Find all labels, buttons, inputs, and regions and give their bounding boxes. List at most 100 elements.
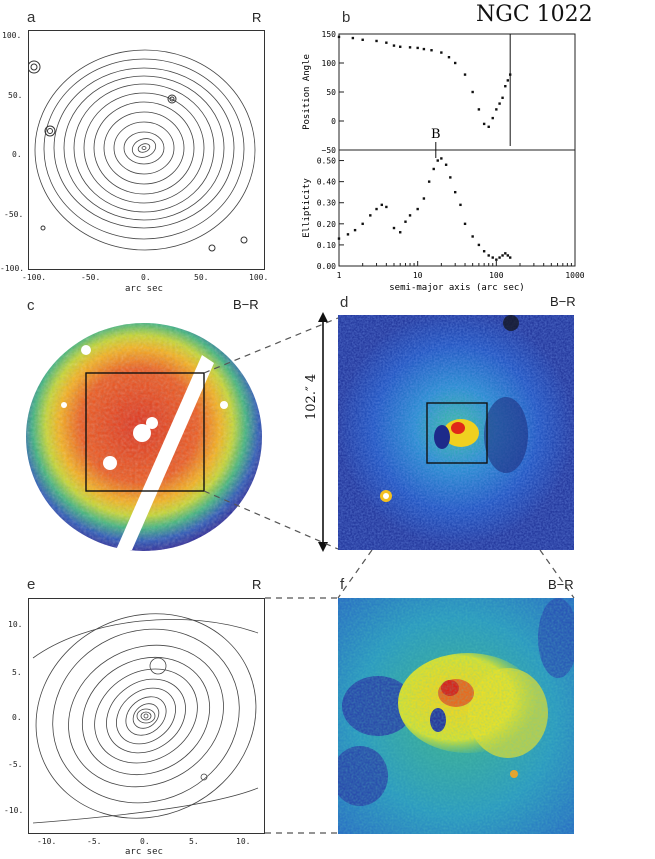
panel-a-xtick: 0. <box>141 273 151 282</box>
ytick-label: 0.20 <box>317 220 336 229</box>
xlabel: semi-major axis (arc sec) <box>389 283 524 293</box>
panel-a-ytick: 50. <box>8 91 23 100</box>
data-point <box>504 252 507 255</box>
ytick-label: 0.40 <box>317 178 336 187</box>
ytick-label: 0.10 <box>317 241 336 250</box>
data-point <box>463 222 467 226</box>
data-point <box>506 79 510 82</box>
data-point <box>501 254 504 257</box>
xtick-label: 10 <box>413 271 423 280</box>
data-point <box>477 108 481 111</box>
data-point <box>471 90 474 94</box>
data-point <box>346 233 350 236</box>
data-point <box>487 254 490 257</box>
panel-e-band: R <box>252 577 262 592</box>
data-point <box>408 214 412 217</box>
bar-annotation: B <box>431 127 441 142</box>
panel-e-letter: e <box>27 576 36 593</box>
data-point <box>506 254 510 257</box>
panel-a-xlabel: arc sec <box>125 284 163 294</box>
panel-b-chart: 150 100 50 0 −50 0.50 0.40 0.30 0.20 0.10 0.001 10 1… <box>302 30 585 293</box>
panel-e-xtick: -5. <box>87 837 102 846</box>
xtick-label: 1 <box>337 271 342 280</box>
data-point <box>353 228 357 232</box>
data-point <box>399 231 402 234</box>
data-point <box>416 46 419 50</box>
data-point <box>508 256 512 259</box>
panel-e-xtick: -10. <box>37 837 57 846</box>
data-point <box>399 45 402 48</box>
data-point <box>422 197 426 200</box>
xtick-label: 100 <box>489 271 504 280</box>
data-point <box>430 49 433 52</box>
ytick-label: −50 <box>322 146 337 155</box>
panel-a-band: R <box>252 10 262 25</box>
data-point <box>369 214 372 217</box>
data-point <box>361 222 364 226</box>
panel-a-contour-plot <box>28 30 265 270</box>
data-point <box>408 46 412 49</box>
data-point <box>491 116 494 120</box>
panel-e-xtick: 10. <box>236 837 251 846</box>
panel-a-xtick: 50. <box>194 273 209 282</box>
data-point <box>491 256 494 259</box>
data-point <box>454 61 457 65</box>
panel-a-ytick: -100. <box>0 264 25 273</box>
panel-c-color-map <box>26 323 262 551</box>
data-point <box>375 207 378 211</box>
data-point <box>444 163 448 166</box>
data-point <box>337 35 341 39</box>
data-point <box>504 85 507 88</box>
data-point <box>427 180 431 183</box>
ytick-label: 0.30 <box>317 199 336 208</box>
data-point <box>482 250 486 253</box>
panel-e-ytick: 0. <box>12 713 22 722</box>
ylabel-ellipticity: Ellipticity <box>302 178 312 238</box>
panel-e-xlabel: arc sec <box>125 847 163 857</box>
panel-a-ytick: 100. <box>2 31 22 40</box>
panel-e-ytick: -5. <box>8 760 23 769</box>
panel-f-letter: f <box>340 576 345 593</box>
data-point <box>392 226 396 230</box>
panel-e-ytick: 5. <box>12 668 22 677</box>
data-point <box>375 39 378 43</box>
data-point <box>477 243 481 247</box>
panel-a-ytick: -50. <box>4 210 24 219</box>
panel-a-letter: a <box>27 9 36 26</box>
data-point <box>501 96 504 99</box>
data-point <box>487 125 490 128</box>
data-point <box>498 256 501 259</box>
ytick-label: 100 <box>322 59 337 68</box>
panel-a-xtick: -100. <box>22 273 47 282</box>
data-point <box>495 108 498 111</box>
ytick-label: 0 <box>331 117 336 126</box>
ytick-label: 0.00 <box>317 262 336 271</box>
data-point <box>404 220 407 223</box>
panel-f-band: B−R <box>548 577 574 592</box>
panel-d-scale-bar <box>318 312 328 552</box>
data-point <box>440 157 443 160</box>
data-point <box>447 56 451 59</box>
panel-a-ytick: 0. <box>12 150 22 159</box>
data-point <box>422 47 426 51</box>
panel-e-ytick: 10. <box>8 620 23 629</box>
panel-e-contour-plot <box>28 598 265 834</box>
data-point <box>495 258 498 261</box>
data-point <box>449 176 452 179</box>
ytick-label: 50 <box>326 88 336 97</box>
panel-d-letter: d <box>340 294 349 311</box>
panel-a-xtick: -50. <box>81 273 101 282</box>
data-point <box>416 207 419 211</box>
data-point <box>337 237 341 240</box>
data-point <box>454 190 457 194</box>
data-point <box>432 167 435 171</box>
data-point <box>436 159 439 162</box>
data-point <box>361 38 364 41</box>
panel-b-letter: b <box>342 9 351 26</box>
panel-a-xtick: 100. <box>249 273 269 282</box>
panel-d-band: B−R <box>550 294 576 309</box>
data-point <box>392 44 396 47</box>
panel-e-ytick: -10. <box>4 806 24 815</box>
panel-c-letter: c <box>27 297 35 314</box>
